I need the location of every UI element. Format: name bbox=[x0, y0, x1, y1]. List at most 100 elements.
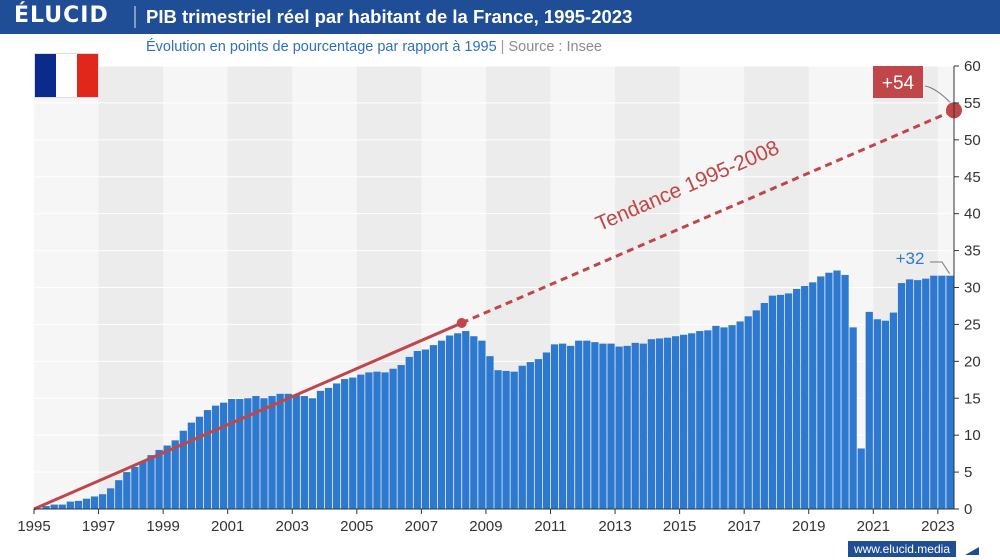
data-bar bbox=[736, 321, 744, 509]
x-tick-label: 1999 bbox=[146, 518, 179, 535]
data-bar bbox=[631, 342, 639, 509]
y-tick-label: 40 bbox=[964, 206, 981, 223]
data-bar bbox=[663, 337, 672, 509]
data-bar bbox=[825, 272, 833, 509]
data-bar bbox=[50, 504, 58, 509]
x-tick-label: 2013 bbox=[598, 518, 631, 535]
x-tick-label: 2005 bbox=[340, 518, 373, 535]
data-bar bbox=[760, 303, 768, 509]
data-bar bbox=[518, 365, 526, 509]
trend-marker-2008 bbox=[456, 317, 467, 328]
data-bar bbox=[623, 345, 631, 509]
data-bar bbox=[324, 387, 333, 509]
data-bar bbox=[849, 327, 857, 509]
data-bar bbox=[688, 333, 696, 509]
data-bar bbox=[405, 356, 413, 509]
flag-stripe-blue bbox=[35, 54, 56, 97]
data-bar bbox=[357, 374, 365, 509]
data-bar bbox=[316, 390, 325, 509]
data-bar bbox=[938, 275, 946, 509]
data-bar bbox=[244, 398, 252, 509]
data-bar bbox=[74, 500, 83, 509]
data-bar bbox=[268, 396, 276, 509]
data-bar bbox=[655, 338, 664, 509]
data-bar bbox=[720, 327, 728, 509]
data-bar bbox=[220, 402, 228, 509]
x-tick-label: 2021 bbox=[857, 518, 890, 535]
data-bar bbox=[478, 340, 486, 509]
data-bar bbox=[550, 344, 559, 509]
data-bar bbox=[639, 343, 647, 509]
header-divider bbox=[134, 6, 136, 28]
y-tick-label: 50 bbox=[964, 132, 981, 149]
data-bar bbox=[228, 398, 236, 509]
elucid-logo: ÉLUCID bbox=[14, 3, 109, 28]
y-tick-label: 15 bbox=[964, 390, 981, 407]
data-bar bbox=[494, 370, 502, 509]
chart-subtitle: Évolution en points de pourcentage par r… bbox=[146, 39, 602, 55]
data-bar bbox=[647, 339, 656, 509]
end-value-leader bbox=[924, 85, 951, 103]
data-bar bbox=[252, 396, 260, 509]
data-bar bbox=[397, 365, 405, 509]
data-bar bbox=[421, 349, 430, 509]
data-bar bbox=[671, 336, 680, 509]
data-bar bbox=[66, 501, 74, 509]
data-bar bbox=[470, 336, 478, 509]
data-bar bbox=[680, 334, 688, 509]
data-bar bbox=[922, 278, 930, 509]
data-bar bbox=[308, 398, 317, 509]
last-value-label: +32 bbox=[896, 249, 925, 268]
data-bar bbox=[946, 275, 954, 509]
data-bar bbox=[155, 449, 163, 509]
data-bar bbox=[752, 310, 760, 509]
last-value-leader bbox=[930, 261, 950, 274]
data-bar bbox=[930, 275, 938, 509]
data-bar bbox=[542, 352, 551, 509]
data-bar bbox=[115, 480, 123, 509]
data-bar bbox=[889, 312, 898, 509]
data-bar bbox=[712, 325, 720, 509]
data-bar bbox=[502, 370, 510, 509]
data-bar bbox=[163, 445, 171, 509]
data-bar bbox=[276, 393, 284, 509]
data-bar bbox=[728, 325, 736, 509]
data-bar bbox=[123, 472, 131, 509]
data-bar bbox=[792, 288, 801, 509]
y-tick-label: 20 bbox=[964, 353, 981, 370]
data-bar bbox=[98, 494, 107, 509]
data-bar bbox=[914, 280, 922, 509]
data-bar bbox=[332, 383, 341, 509]
data-bar bbox=[897, 283, 906, 509]
data-bar bbox=[744, 316, 752, 509]
data-bar bbox=[341, 379, 349, 509]
data-bar bbox=[454, 333, 462, 509]
chart-title: PIB trimestriel réel par habitant de la … bbox=[146, 6, 633, 27]
trend-line-solid bbox=[33, 321, 463, 511]
data-bar bbox=[211, 405, 220, 509]
website-link[interactable]: www.elucid.media bbox=[847, 541, 956, 557]
end-value-badge bbox=[873, 66, 923, 98]
data-bar bbox=[615, 346, 623, 509]
x-tick-label: 1997 bbox=[82, 518, 115, 535]
x-tick-label: 2011 bbox=[534, 518, 566, 535]
data-bar bbox=[300, 396, 308, 509]
data-bar bbox=[90, 496, 99, 509]
data-bar bbox=[437, 340, 446, 509]
end-value-label: +54 bbox=[882, 73, 915, 94]
y-tick-label: 30 bbox=[964, 280, 981, 297]
subtitle-text: Évolution en points de pourcentage par r… bbox=[146, 39, 497, 55]
data-bar bbox=[567, 345, 575, 509]
france-flag-icon bbox=[34, 53, 99, 98]
data-bar bbox=[413, 350, 421, 509]
data-bar bbox=[905, 279, 914, 509]
data-bar bbox=[373, 371, 381, 509]
data-bar bbox=[203, 410, 212, 509]
flag-stripe-white bbox=[56, 54, 77, 97]
data-bar bbox=[873, 319, 881, 509]
data-bar bbox=[833, 270, 841, 509]
subtitle-separator: | bbox=[500, 39, 505, 55]
y-tick-label: 25 bbox=[964, 316, 981, 333]
data-bar bbox=[801, 286, 809, 509]
x-tick-label: 2007 bbox=[405, 518, 438, 535]
